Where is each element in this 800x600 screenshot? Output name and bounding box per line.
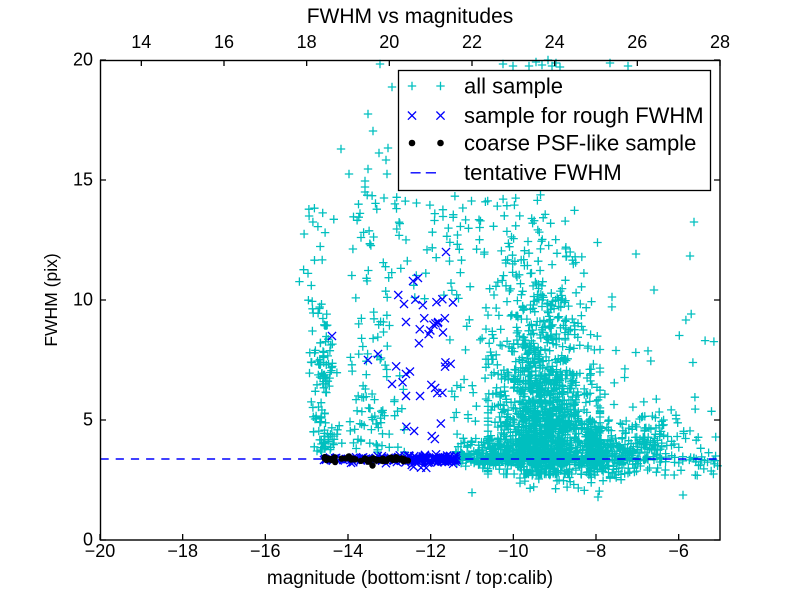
- svg-text:−12: −12: [415, 541, 446, 561]
- svg-text:−16: −16: [250, 541, 281, 561]
- svg-text:0: 0: [83, 530, 93, 550]
- svg-text:5: 5: [83, 410, 93, 430]
- svg-text:−18: −18: [167, 541, 198, 561]
- svg-text:−6: −6: [668, 541, 689, 561]
- svg-text:−8: −8: [586, 541, 607, 561]
- svg-text:28: 28: [710, 32, 730, 52]
- svg-text:−14: −14: [333, 541, 364, 561]
- svg-text:24: 24: [545, 32, 565, 52]
- svg-text:all sample: all sample: [464, 74, 563, 99]
- svg-text:10: 10: [73, 290, 93, 310]
- svg-text:15: 15: [73, 170, 93, 190]
- svg-text:26: 26: [627, 32, 647, 52]
- svg-text:20: 20: [379, 32, 399, 52]
- svg-text:FWHM vs magnitudes: FWHM vs magnitudes: [307, 5, 514, 28]
- svg-text:18: 18: [297, 32, 317, 52]
- svg-text:coarse PSF-like sample: coarse PSF-like sample: [464, 131, 696, 156]
- svg-text:22: 22: [462, 32, 482, 52]
- svg-text:−20: −20: [85, 541, 116, 561]
- svg-text:magnitude (bottom:isnt / top:c: magnitude (bottom:isnt / top:calib): [267, 568, 553, 589]
- svg-text:FWHM (pix): FWHM (pix): [41, 253, 61, 346]
- svg-text:tentative FWHM: tentative FWHM: [464, 160, 622, 185]
- svg-text:sample for rough FWHM: sample for rough FWHM: [464, 103, 704, 128]
- svg-text:20: 20: [73, 50, 93, 70]
- svg-text:−10: −10: [498, 541, 529, 561]
- svg-text:16: 16: [214, 32, 234, 52]
- svg-text:14: 14: [131, 32, 151, 52]
